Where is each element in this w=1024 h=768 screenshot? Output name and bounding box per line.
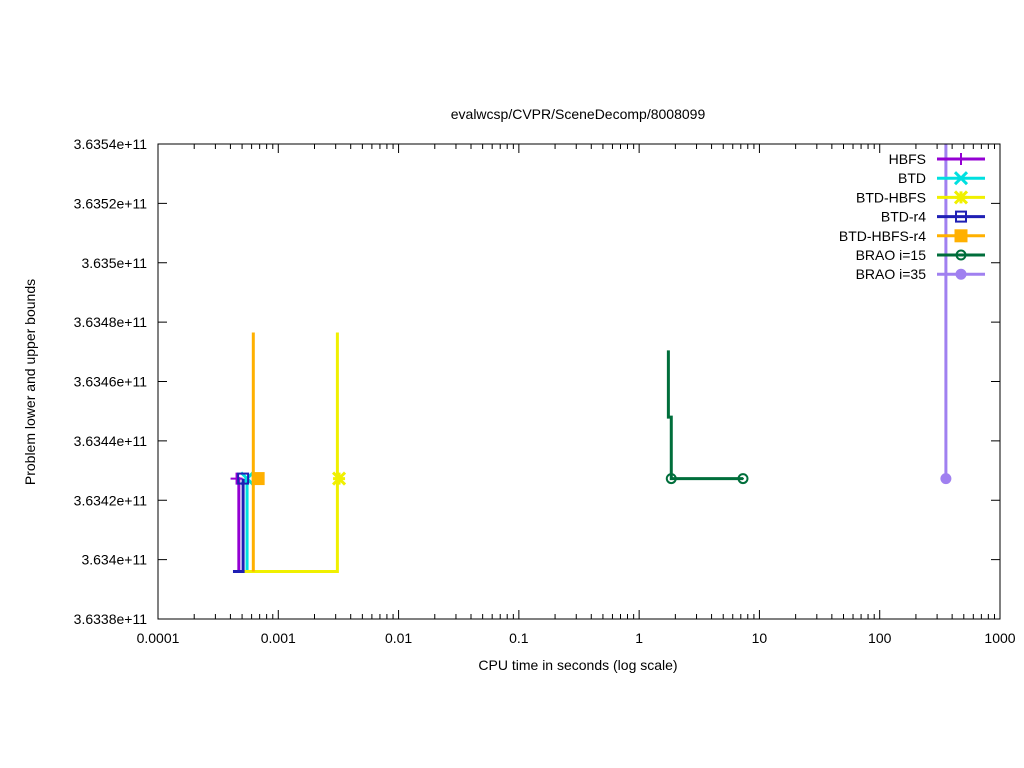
legend-item-btd-r4: BTD-r4 [881,209,985,225]
y-tick-label: 3.635e+11 [81,255,147,271]
legend-item-btd-hbfs: BTD-HBFS [856,189,985,205]
y-tick-label: 3.6344e+11 [74,433,148,449]
legend-label: BTD [898,170,926,186]
series-hbfs [230,472,243,572]
legend-label: BTD-HBFS [856,189,926,205]
y-axis-label: Problem lower and upper bounds [22,279,38,485]
data-point-marker [940,473,952,485]
legend-item-hbfs: HBFS [889,151,985,167]
data-point-marker [331,471,347,486]
x-axis-label: CPU time in seconds (log scale) [478,657,677,673]
y-tick-label: 3.6346e+11 [74,374,148,390]
x-tick-label: 1 [635,630,643,646]
series-btd-hbfs [244,332,347,573]
y-tick-label: 3.6348e+11 [74,314,148,330]
legend-label: BRAO i=35 [856,266,927,282]
y-tick-label: 3.6354e+11 [74,136,148,152]
x-tick-label: 1000 [984,630,1015,646]
chart-title: evalwcsp/CVPR/SceneDecomp/8008099 [451,106,706,122]
data-point-marker [955,210,967,223]
plot-frame [157,143,1001,620]
legend-label: BRAO i=15 [856,247,927,263]
legend: HBFS BTD BTD-HBFS BTD-r4 BTD-HBFS-r4 BRAO i=1… [839,151,985,282]
data-point-marker [953,190,969,205]
series-line [666,350,743,481]
x-tick-label: 100 [868,630,892,646]
series-line [236,477,241,572]
y-tick-label: 3.634e+11 [81,552,147,568]
data-point-marker [737,473,749,485]
legend-label: HBFS [889,151,926,167]
legend-item-btd: BTD [898,170,985,186]
series-brao-i-15 [665,350,749,485]
series-layer [230,144,952,573]
x-tick-label: 0.001 [261,630,296,646]
y-axis-ticks: 3.6338e+11 3.634e+11 3.6342e+11 3.6344e+11 3… [74,136,1000,627]
data-point-marker [665,473,677,485]
data-point-marker [955,268,967,280]
y-tick-label: 3.6342e+11 [74,492,148,508]
data-point-marker [230,472,243,485]
legend-label: BTD-r4 [881,209,926,225]
y-tick-label: 3.6338e+11 [74,611,148,627]
legend-label: BTD-HBFS-r4 [839,228,926,244]
series-line [244,332,339,573]
legend-item-btd-hbfs-r4: BTD-HBFS-r4 [839,228,985,244]
series-btd-hbfs-r4 [251,332,265,572]
series-btd-r4 [232,472,250,573]
legend-item-brao-i-15: BRAO i=15 [856,247,985,263]
data-point-marker [955,153,967,165]
legend-item-brao-i-35: BRAO i=35 [856,266,985,282]
x-tick-label: 0.1 [509,630,529,646]
y-tick-label: 3.6352e+11 [74,195,148,211]
data-point-marker [237,472,250,485]
series-brao-i-35 [940,144,952,485]
data-point-marker [954,229,968,243]
x-tick-label: 0.01 [385,630,412,646]
data-point-marker [953,171,969,186]
series-line [232,478,245,573]
x-tick-label: 0.0001 [137,630,180,646]
data-point-marker [251,472,265,486]
x-tick-label: 10 [752,630,768,646]
data-point-marker [955,249,967,261]
